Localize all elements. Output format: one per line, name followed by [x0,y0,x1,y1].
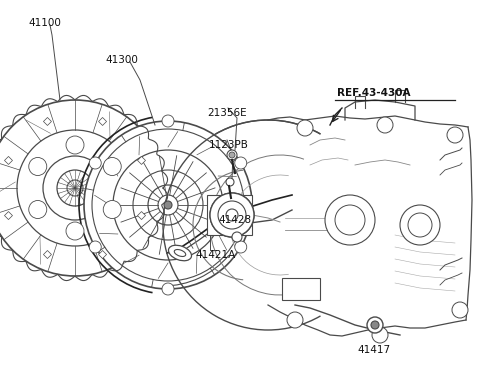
Text: 41428: 41428 [218,215,251,225]
Text: 41100: 41100 [28,18,61,28]
Circle shape [367,317,383,333]
Circle shape [84,121,252,289]
Circle shape [29,201,47,219]
Circle shape [113,150,223,260]
Circle shape [218,201,246,229]
Circle shape [377,117,393,133]
Circle shape [227,150,237,160]
Circle shape [0,100,163,276]
Circle shape [89,241,101,253]
Circle shape [92,129,244,281]
Text: 41300: 41300 [105,55,138,65]
Circle shape [162,115,174,127]
Circle shape [103,157,121,176]
Circle shape [148,185,188,225]
Circle shape [447,127,463,143]
Circle shape [235,157,247,169]
Circle shape [158,195,178,215]
Polygon shape [98,251,107,258]
Circle shape [43,156,107,220]
Polygon shape [44,117,51,125]
Text: 41421A: 41421A [195,250,235,260]
Circle shape [235,241,247,253]
Text: REF.43-430A: REF.43-430A [337,88,410,98]
Circle shape [372,327,388,343]
Polygon shape [137,156,145,164]
Circle shape [57,170,93,206]
Circle shape [371,321,379,329]
Circle shape [400,205,440,245]
Polygon shape [282,278,320,300]
Circle shape [210,193,254,237]
Ellipse shape [174,250,186,257]
Polygon shape [98,117,107,125]
Circle shape [133,170,203,240]
Circle shape [218,201,246,229]
Text: 41417: 41417 [357,345,390,355]
Circle shape [229,152,235,158]
Circle shape [89,157,101,169]
Circle shape [335,205,365,235]
Circle shape [226,209,238,221]
Circle shape [103,201,121,219]
Text: 21356E: 21356E [207,108,247,118]
Circle shape [162,283,174,295]
Polygon shape [207,195,252,235]
Circle shape [66,136,84,154]
Ellipse shape [168,245,192,261]
Circle shape [325,195,375,245]
Circle shape [297,120,313,136]
Polygon shape [4,211,12,220]
Circle shape [226,209,238,221]
Circle shape [17,130,133,246]
Polygon shape [137,211,145,220]
Polygon shape [4,156,12,164]
Circle shape [226,178,234,186]
Circle shape [232,232,242,242]
Circle shape [287,312,303,328]
Circle shape [66,222,84,240]
Circle shape [452,302,468,318]
Circle shape [29,157,47,176]
Circle shape [164,201,172,209]
Circle shape [210,193,254,237]
Circle shape [408,213,432,237]
Polygon shape [44,251,51,258]
Text: 1123PB: 1123PB [209,140,249,150]
Circle shape [67,180,83,196]
